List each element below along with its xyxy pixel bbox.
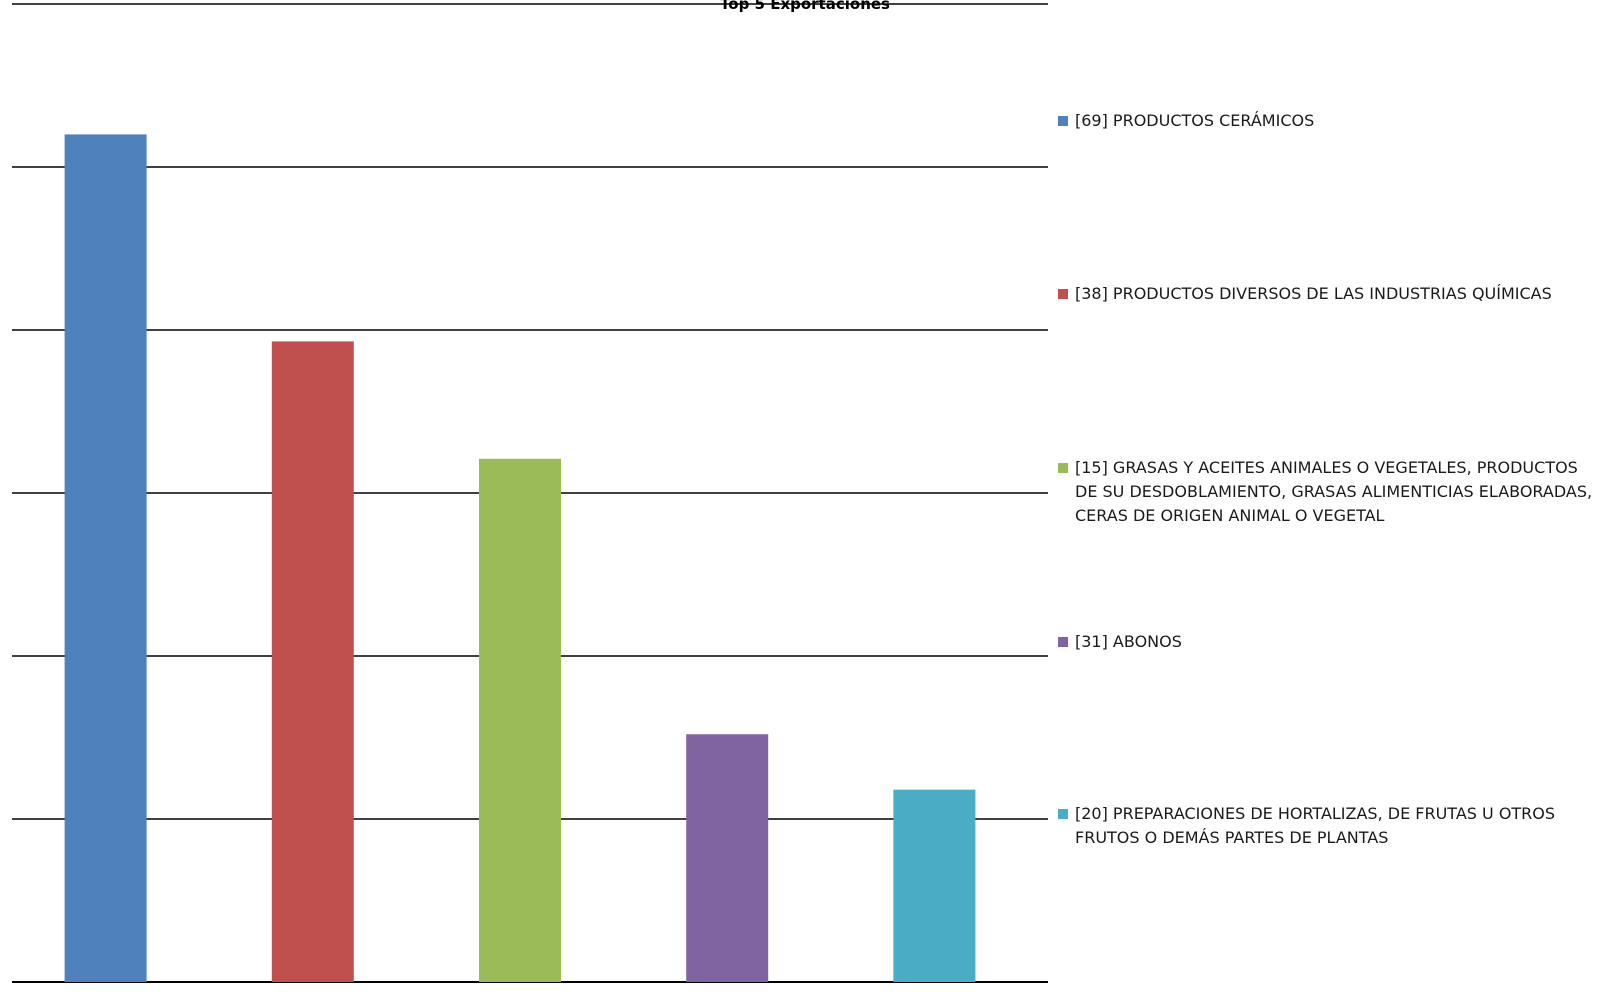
legend-item[interactable]: [31] ABONOS	[1058, 630, 1595, 654]
chart-legend: [69] PRODUCTOS CERÁMICOS [38] PRODUCTOS D…	[1058, 0, 1598, 992]
legend-swatch	[1058, 809, 1068, 819]
legend-swatch	[1058, 463, 1068, 473]
bar[interactable]	[64, 134, 147, 982]
legend-swatch	[1058, 116, 1068, 126]
bar[interactable]	[479, 458, 561, 982]
legend-item[interactable]: [15] GRASAS Y ACEITES ANIMALES O VEGETAL…	[1058, 456, 1595, 528]
legend-swatch	[1058, 289, 1068, 299]
legend-label: [38] PRODUCTOS DIVERSOS DE LAS INDUSTRIA…	[1075, 284, 1552, 303]
legend-label: [15] GRASAS Y ACEITES ANIMALES O VEGETAL…	[1075, 458, 1593, 525]
legend-item[interactable]: [69] PRODUCTOS CERÁMICOS	[1058, 109, 1595, 133]
legend-label: [20] PREPARACIONES DE HORTALIZAS, DE FRU…	[1075, 804, 1556, 847]
legend-label: [69] PRODUCTOS CERÁMICOS	[1075, 111, 1315, 130]
bar[interactable]	[686, 734, 769, 982]
legend-item[interactable]: [20] PREPARACIONES DE HORTALIZAS, DE FRU…	[1058, 802, 1595, 850]
legend-swatch	[1058, 637, 1068, 647]
bar[interactable]	[271, 341, 354, 982]
legend-item[interactable]: [38] PRODUCTOS DIVERSOS DE LAS INDUSTRIA…	[1058, 282, 1595, 306]
legend-label: [31] ABONOS	[1075, 632, 1182, 651]
bar[interactable]	[893, 789, 976, 982]
